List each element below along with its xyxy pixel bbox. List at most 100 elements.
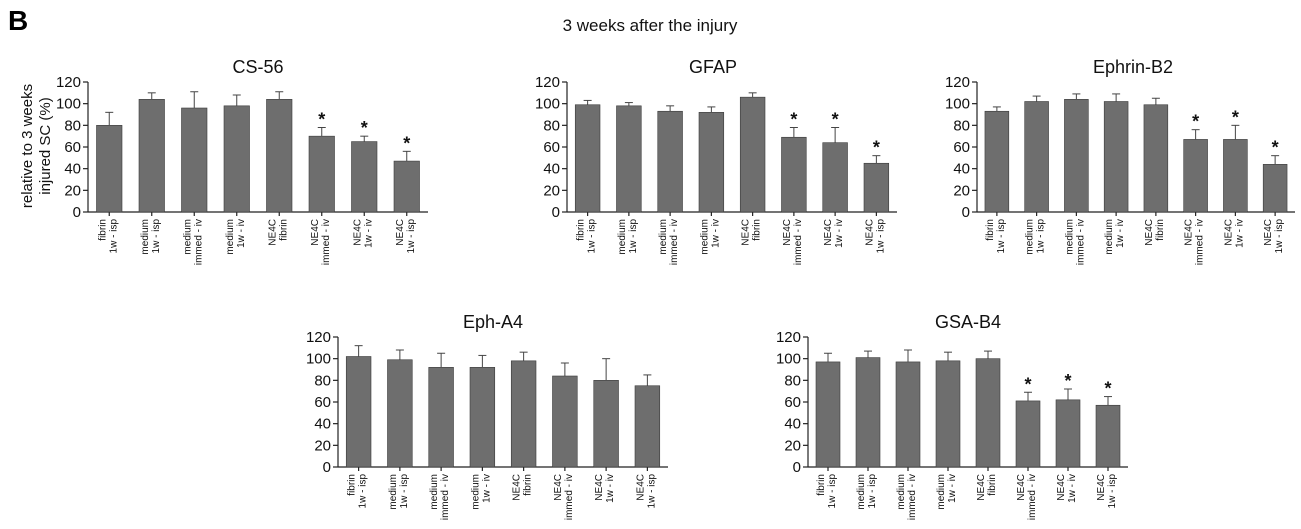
- x-category-label: fibrin: [576, 219, 587, 241]
- x-category-label: 1w - iv: [363, 219, 374, 248]
- x-category-label: 1w - isp: [1274, 219, 1285, 254]
- x-category-label: immed - iv: [1075, 219, 1086, 265]
- y-tick-label: 60: [64, 139, 81, 156]
- significance-star: *: [403, 133, 410, 153]
- x-category-label: fibrin: [1155, 219, 1166, 241]
- x-category-label: medium: [699, 219, 710, 255]
- y-tick-label: 100: [776, 351, 801, 368]
- significance-star: *: [832, 110, 839, 130]
- y-tick-label: 20: [314, 437, 331, 454]
- bar: [428, 367, 454, 468]
- x-category-label: 1w - iv: [236, 219, 247, 248]
- y-tick-label: 100: [306, 351, 331, 368]
- figure-title: 3 weeks after the injury: [563, 16, 738, 35]
- y-tick-label: 40: [543, 161, 560, 178]
- x-category-label: immed - iv: [564, 474, 575, 520]
- x-category-label: 1w - iv: [947, 474, 958, 503]
- x-category-label: medium: [388, 474, 399, 510]
- significance-star: *: [873, 138, 880, 158]
- bar: [593, 380, 619, 468]
- y-tick-label: 20: [784, 437, 801, 454]
- x-category-label: immed - iv: [793, 219, 804, 265]
- bar: [781, 136, 807, 213]
- chart-title: GSA-B4: [935, 312, 1001, 332]
- x-category-label: 1w - iv: [605, 474, 616, 503]
- x-category-label: 1w - isp: [108, 219, 119, 254]
- bar: [1055, 399, 1081, 468]
- y-tick-label: 80: [543, 117, 560, 134]
- bar: [616, 105, 642, 213]
- x-category-label: fibrin: [985, 219, 996, 241]
- x-category-label: 1w - iv: [710, 219, 721, 248]
- y-tick-label: 120: [56, 74, 81, 91]
- y-tick-label: 60: [784, 394, 801, 411]
- chart-title: Ephrin-B2: [1093, 57, 1173, 77]
- x-category-label: 1w - isp: [587, 219, 598, 254]
- x-category-label: medium: [1025, 219, 1036, 255]
- bar: [351, 141, 378, 213]
- x-category-label: 1w - isp: [875, 219, 886, 254]
- x-category-label: NE4C: [976, 474, 987, 501]
- bar: [345, 356, 372, 468]
- bar: [393, 160, 420, 213]
- x-category-label: 1w - iv: [834, 219, 845, 248]
- chart-title: GFAP: [689, 57, 737, 77]
- x-category-label: NE4C: [310, 219, 321, 246]
- bar: [469, 367, 496, 468]
- x-category-label: fibrin: [523, 474, 534, 496]
- bar: [1143, 104, 1169, 213]
- y-tick-label: 20: [543, 182, 560, 199]
- x-category-label: medium: [1064, 219, 1075, 255]
- x-category-label: 1w - iv: [1234, 219, 1245, 248]
- x-category-label: immed - iv: [321, 219, 332, 265]
- x-category-label: 1w - iv: [481, 474, 492, 503]
- y-tick-label: 120: [945, 74, 970, 91]
- bar: [1015, 400, 1041, 468]
- bar: [1223, 139, 1248, 213]
- x-category-label: immed - iv: [193, 219, 204, 265]
- x-category-label: 1w - iv: [1067, 474, 1078, 503]
- x-category-label: 1w - isp: [1107, 474, 1118, 509]
- significance-star: *: [1104, 379, 1111, 399]
- bar: [935, 360, 961, 468]
- bar: [181, 107, 208, 213]
- bar: [815, 361, 841, 468]
- panel-letter: B: [8, 5, 28, 36]
- bar: [698, 112, 725, 213]
- bar: [138, 99, 165, 213]
- x-category-label: immed - iv: [669, 219, 680, 265]
- significance-star: *: [1064, 371, 1071, 391]
- y-tick-label: 100: [535, 96, 560, 113]
- y-tick-label: 20: [953, 182, 970, 199]
- bar: [308, 135, 335, 213]
- chart-title: Eph-A4: [463, 312, 523, 332]
- bar: [855, 357, 881, 468]
- bar: [984, 110, 1010, 213]
- x-category-label: NE4C: [1144, 219, 1155, 246]
- y-tick-label: 80: [784, 372, 801, 389]
- x-category-label: medium: [658, 219, 669, 255]
- y-axis-label-line1: relative to 3 weeks: [19, 84, 36, 208]
- x-category-label: fibrin: [347, 474, 358, 496]
- x-category-label: NE4C: [1263, 219, 1274, 246]
- bar: [223, 105, 250, 213]
- significance-star: *: [318, 110, 325, 130]
- significance-star: *: [1192, 112, 1199, 132]
- bar: [1262, 164, 1288, 213]
- x-category-label: NE4C: [352, 219, 363, 246]
- bar: [657, 110, 683, 213]
- significance-star: *: [790, 110, 797, 130]
- x-category-label: NE4C: [1056, 474, 1067, 501]
- y-tick-label: 0: [73, 204, 81, 221]
- x-category-label: immed - iv: [1027, 474, 1038, 520]
- x-category-label: medium: [182, 219, 193, 255]
- x-category-label: medium: [856, 474, 867, 510]
- x-category-label: NE4C: [1096, 474, 1107, 501]
- x-category-label: 1w - isp: [996, 219, 1007, 254]
- bar: [975, 358, 1001, 468]
